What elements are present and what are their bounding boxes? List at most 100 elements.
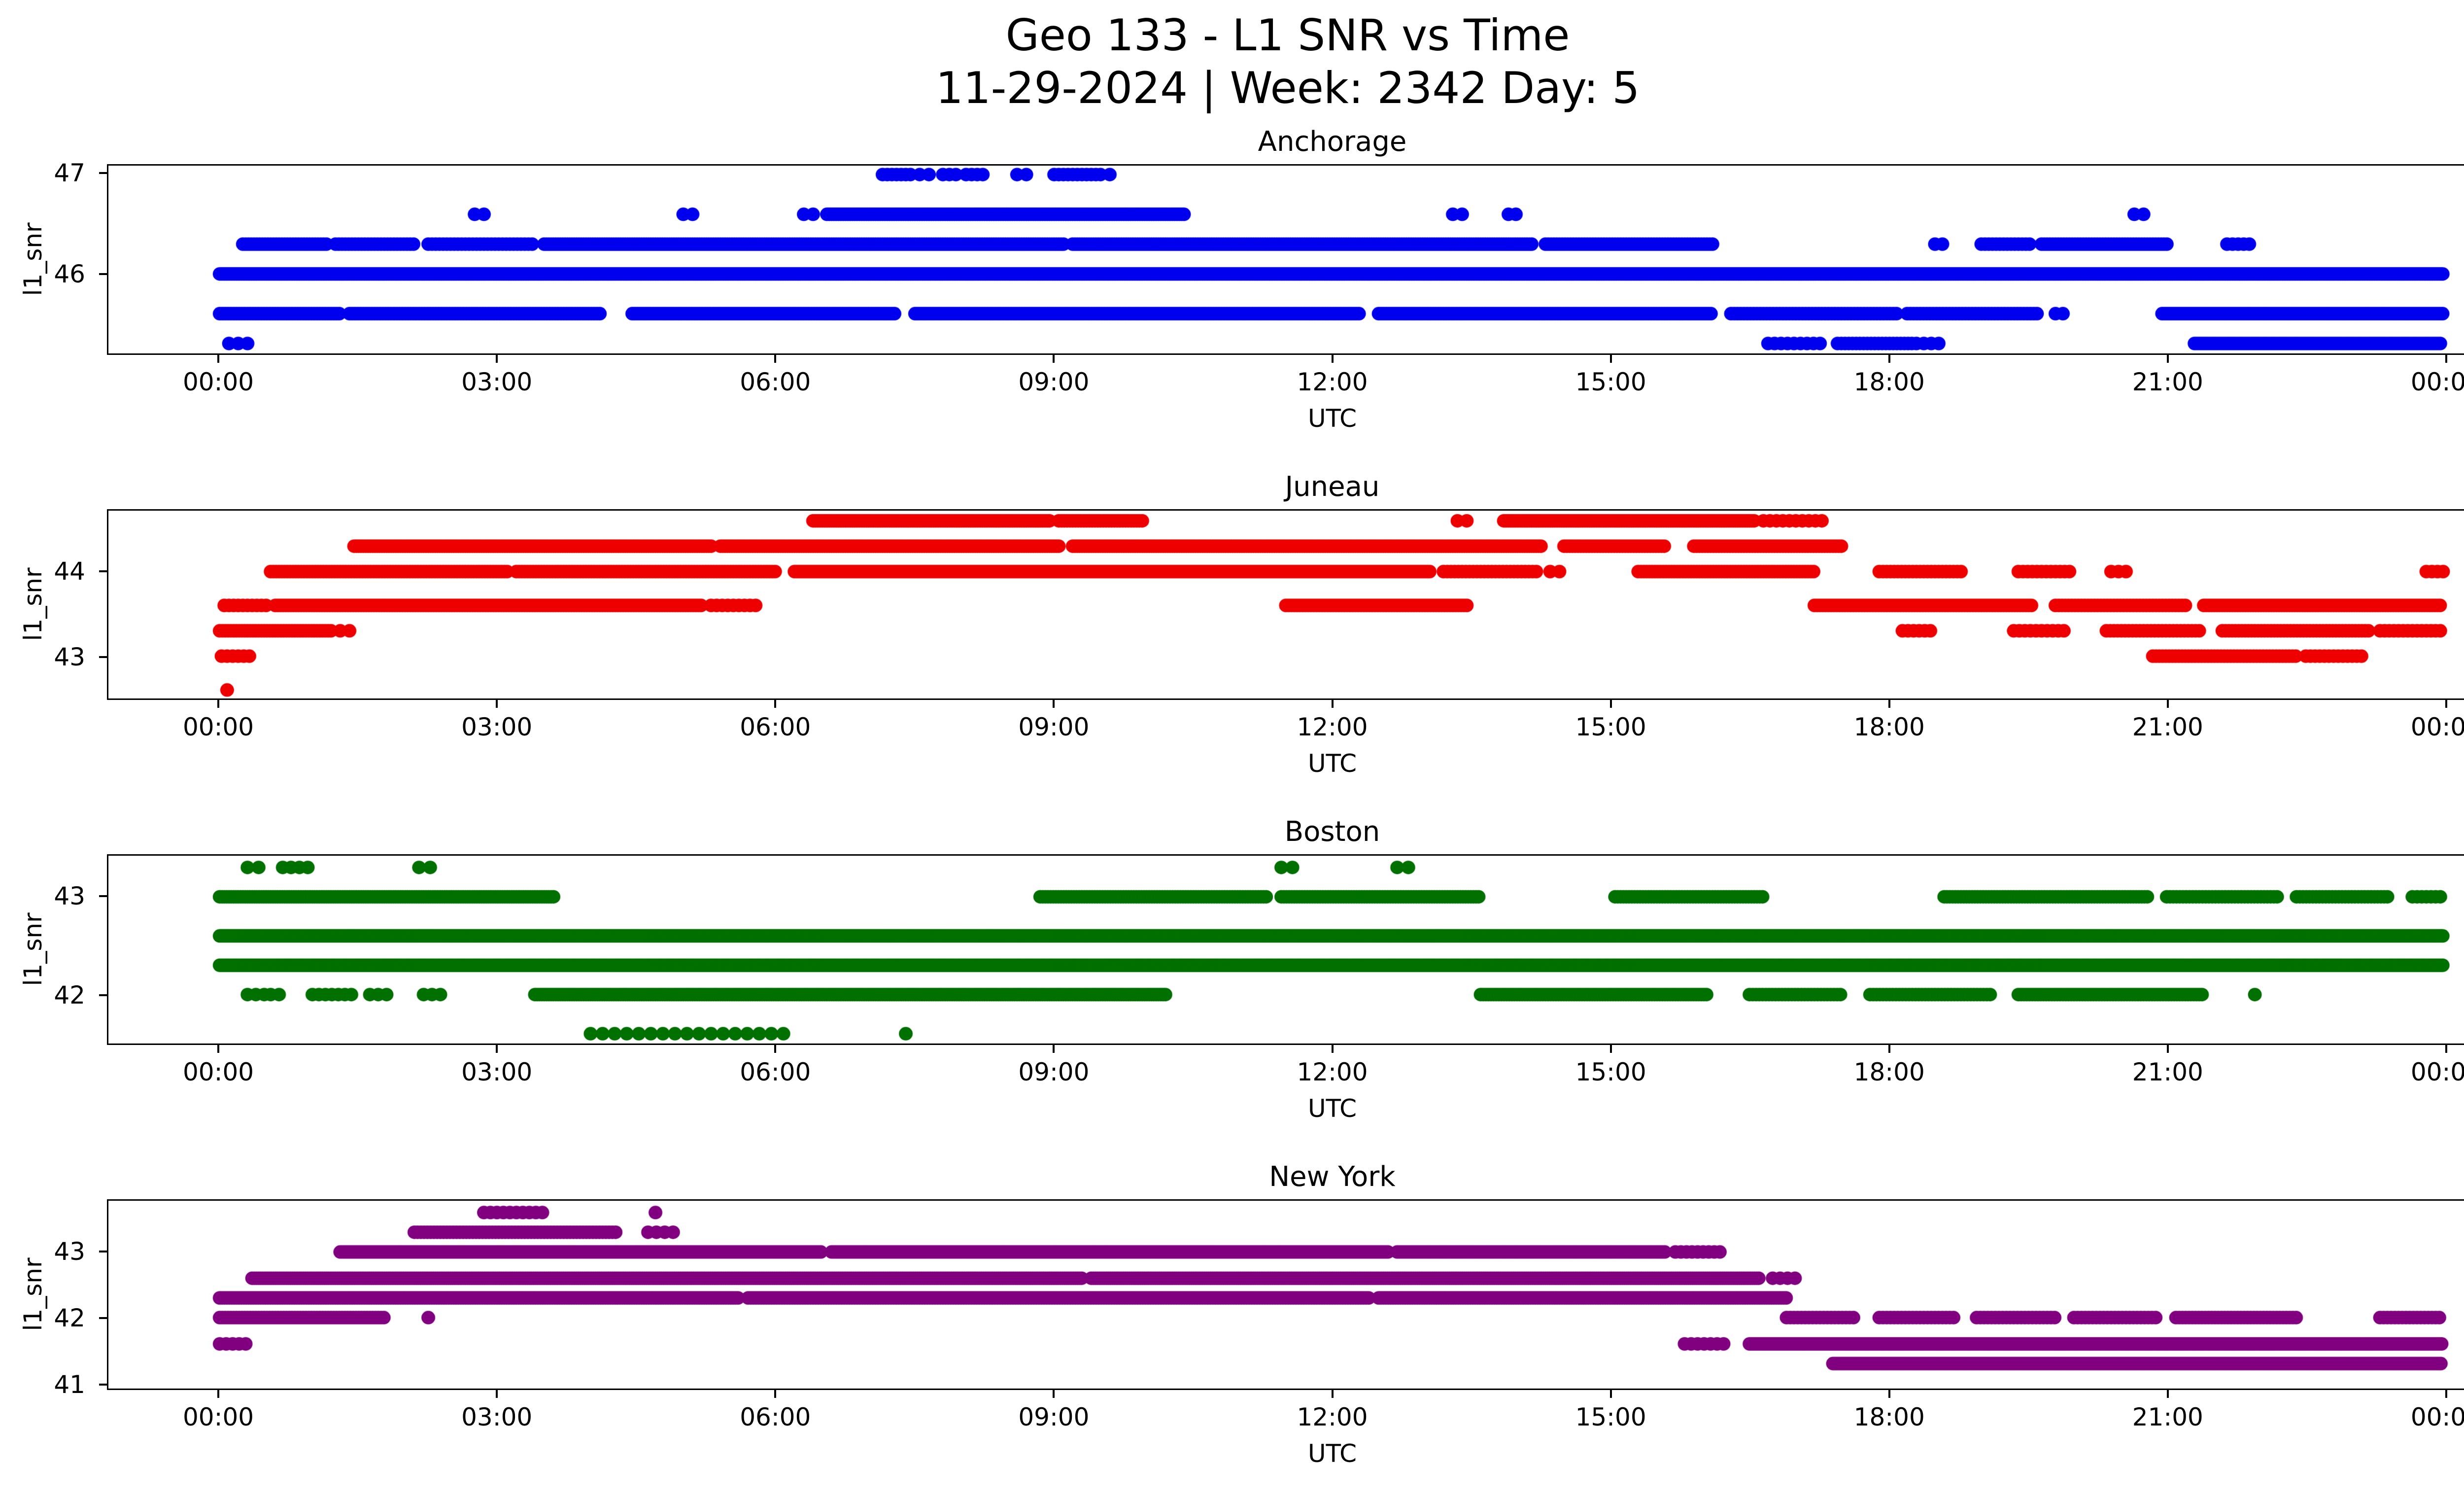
x-tick-label: 06:00	[740, 368, 811, 396]
x-tick-label: 12:00	[1297, 713, 1368, 741]
x-tick-mark	[774, 1390, 777, 1398]
subplot-boston: Boston l1_snr 42 43 00:00 03:00 06:00 09:00 1…	[19, 816, 2464, 1150]
x-tick-label: 15:00	[1575, 713, 1646, 741]
subplot-new-york: New York l1_snr 41 42 43 00:00 03:00 06:00 09…	[19, 1161, 2464, 1495]
x-tick-label: 00:00	[182, 368, 254, 396]
x-tick-mark	[1053, 1045, 1055, 1053]
x-tick-mark	[2445, 700, 2447, 708]
x-tick-label: 21:00	[2132, 1058, 2203, 1086]
figure-title-line1: Geo 133 - L1 SNR vs Time	[1005, 10, 1570, 61]
y-axis-label: l1_snr	[19, 222, 47, 296]
y-tick-label: 43	[54, 1237, 85, 1266]
plot-area	[107, 509, 2464, 700]
x-tick-label: 15:00	[1575, 1403, 1646, 1431]
y-tick-label: 43	[54, 881, 85, 910]
y-tick-mark	[99, 656, 107, 658]
x-tick-label: 18:00	[1853, 1403, 1925, 1431]
y-tick-mark	[99, 1317, 107, 1319]
x-tick-mark	[1609, 1390, 1612, 1398]
y-tick-mark	[99, 172, 107, 174]
x-tick-mark	[1053, 355, 1055, 363]
x-tick-label: 21:00	[2132, 1403, 2203, 1431]
x-tick-label: 03:00	[461, 1058, 533, 1086]
y-tick-label: 44	[54, 556, 85, 586]
y-axis-label: l1_snr	[19, 912, 47, 986]
x-tick-label: 00:00	[2410, 1403, 2464, 1431]
plot-area	[107, 854, 2464, 1045]
x-tick-label: 03:00	[461, 713, 533, 741]
x-tick-mark	[1331, 1045, 1334, 1053]
subplot-juneau: Juneau l1_snr 43 44 00:00 03:00 06:00 09:00 1…	[19, 471, 2464, 805]
y-tick-label: 46	[54, 260, 85, 289]
x-tick-mark	[217, 1390, 220, 1398]
x-tick-label: 18:00	[1853, 1058, 1925, 1086]
y-tick-mark	[99, 1250, 107, 1252]
plot-area	[107, 1199, 2464, 1390]
x-tick-mark	[1888, 1390, 1890, 1398]
x-tick-mark	[2166, 700, 2169, 708]
x-tick-mark	[1609, 355, 1612, 363]
x-tick-label: 15:00	[1575, 1058, 1646, 1086]
figure-title-line2: 11-29-2024 | Week: 2342 Day: 5	[935, 63, 1640, 114]
x-tick-mark	[1053, 1390, 1055, 1398]
x-tick-mark	[1609, 700, 1612, 708]
x-tick-mark	[1331, 355, 1334, 363]
x-tick-mark	[1331, 1390, 1334, 1398]
x-axis-label: UTC	[1307, 404, 1357, 433]
x-axis-label: UTC	[1307, 749, 1357, 778]
scatter-canvas	[108, 511, 2464, 698]
x-tick-label: 21:00	[2132, 713, 2203, 741]
subplot-anchorage: Anchorage l1_snr 46 47 00:00 03:00 06:00 09:…	[19, 126, 2464, 460]
x-tick-label: 18:00	[1853, 368, 1925, 396]
y-tick-mark	[99, 895, 107, 897]
y-tick-mark	[99, 994, 107, 997]
x-tick-mark	[2166, 355, 2169, 363]
x-tick-label: 00:00	[182, 1403, 254, 1431]
x-tick-mark	[2445, 1045, 2447, 1053]
x-tick-mark	[2445, 355, 2447, 363]
x-tick-mark	[1053, 700, 1055, 708]
x-tick-label: 12:00	[1297, 368, 1368, 396]
y-axis-label: l1_snr	[19, 1257, 47, 1331]
x-tick-label: 09:00	[1018, 1403, 1090, 1431]
x-tick-mark	[217, 700, 220, 708]
x-tick-mark	[1888, 700, 1890, 708]
x-tick-mark	[1888, 355, 1890, 363]
y-tick-mark	[99, 1384, 107, 1386]
x-tick-mark	[2445, 1390, 2447, 1398]
x-tick-label: 06:00	[740, 713, 811, 741]
x-tick-label: 00:00	[2410, 1058, 2464, 1086]
x-tick-label: 21:00	[2132, 368, 2203, 396]
scatter-canvas	[108, 1201, 2464, 1389]
x-tick-label: 18:00	[1853, 713, 1925, 741]
figure-title: Geo 133 - L1 SNR vs Time 11-29-2024 | We…	[0, 9, 2464, 115]
x-tick-label: 12:00	[1297, 1403, 1368, 1431]
x-tick-mark	[2166, 1045, 2169, 1053]
x-tick-label: 06:00	[740, 1058, 811, 1086]
x-tick-mark	[217, 355, 220, 363]
x-tick-mark	[496, 700, 498, 708]
y-axis-label: l1_snr	[19, 567, 47, 641]
x-tick-mark	[774, 700, 777, 708]
scatter-canvas	[108, 856, 2464, 1043]
x-tick-label: 12:00	[1297, 1058, 1368, 1086]
x-tick-label: 09:00	[1018, 368, 1090, 396]
x-tick-label: 00:00	[2410, 368, 2464, 396]
scatter-canvas	[108, 166, 2464, 353]
plot-area	[107, 164, 2464, 355]
x-tick-mark	[1888, 1045, 1890, 1053]
x-tick-label: 03:00	[461, 368, 533, 396]
x-tick-label: 00:00	[2410, 713, 2464, 741]
x-tick-mark	[774, 355, 777, 363]
y-tick-label: 41	[54, 1370, 85, 1399]
subplot-title: New York	[1269, 1161, 1396, 1193]
x-axis-label: UTC	[1307, 1439, 1357, 1468]
y-tick-mark	[99, 273, 107, 276]
x-tick-mark	[1331, 700, 1334, 708]
x-tick-label: 03:00	[461, 1403, 533, 1431]
x-tick-label: 15:00	[1575, 368, 1646, 396]
subplot-title: Boston	[1284, 816, 1380, 848]
y-tick-mark	[99, 570, 107, 572]
x-tick-mark	[496, 355, 498, 363]
x-tick-mark	[496, 1390, 498, 1398]
